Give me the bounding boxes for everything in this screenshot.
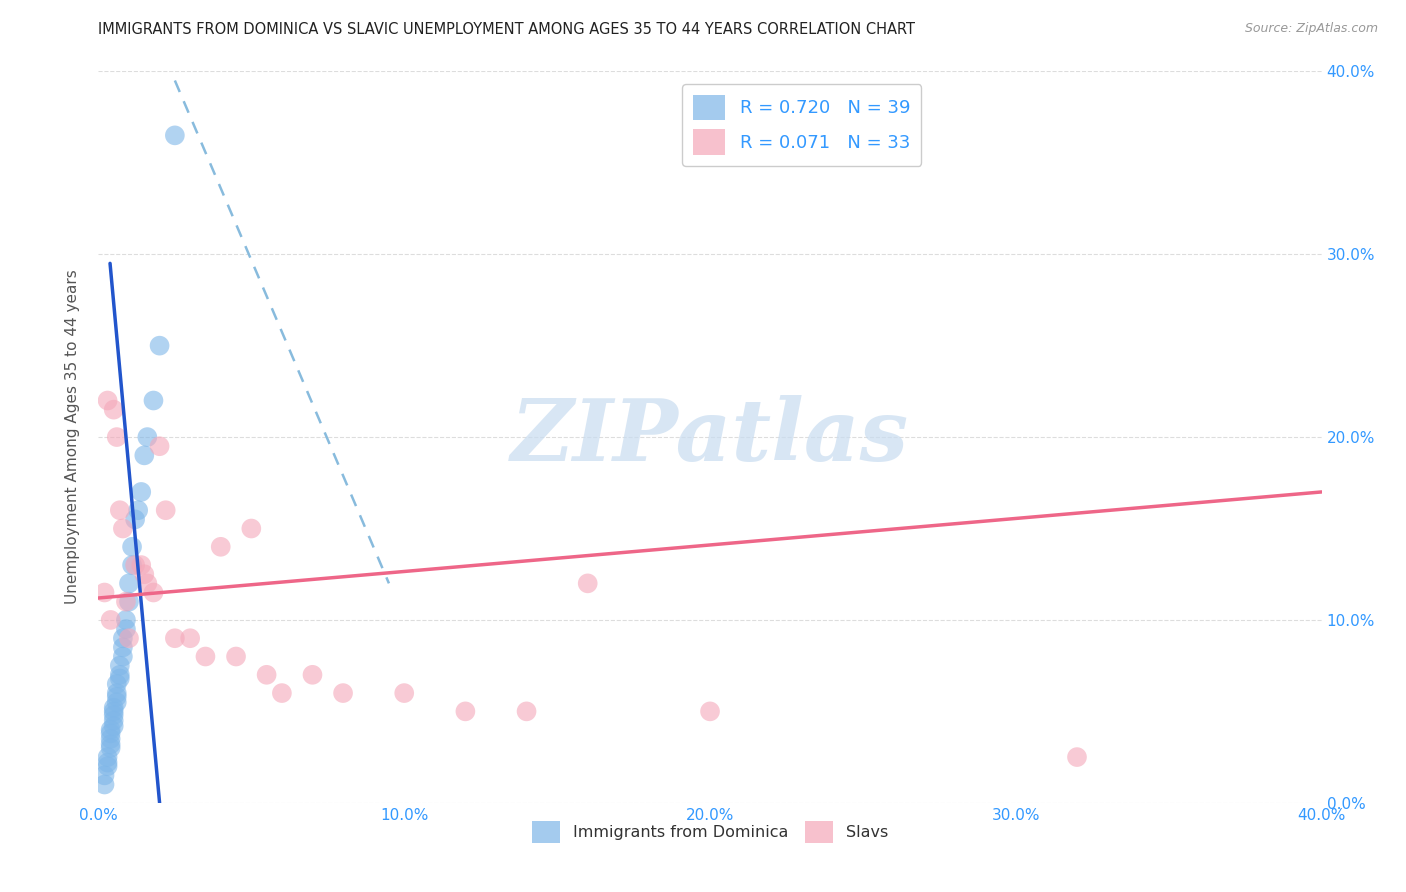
Slavs — [105, 430, 128, 444]
Immigrants from Dominica — [105, 695, 128, 709]
Slavs — [142, 585, 165, 599]
Slavs — [240, 521, 263, 535]
Slavs — [392, 686, 416, 700]
Immigrants from Dominica — [111, 632, 134, 646]
Slavs — [194, 649, 217, 664]
Immigrants from Dominica — [103, 714, 125, 728]
Slavs — [256, 667, 278, 681]
Immigrants from Dominica — [124, 512, 146, 526]
Immigrants from Dominica — [111, 649, 134, 664]
Slavs — [821, 101, 844, 115]
Slavs — [225, 649, 247, 664]
Slavs — [332, 686, 354, 700]
Y-axis label: Unemployment Among Ages 35 to 44 years: Unemployment Among Ages 35 to 44 years — [65, 269, 80, 605]
Slavs — [149, 439, 172, 453]
Immigrants from Dominica — [100, 737, 122, 751]
Immigrants from Dominica — [93, 768, 115, 782]
Slavs — [209, 540, 232, 554]
Immigrants from Dominica — [118, 594, 141, 608]
Text: IMMIGRANTS FROM DOMINICA VS SLAVIC UNEMPLOYMENT AMONG AGES 35 TO 44 YEARS CORREL: IMMIGRANTS FROM DOMINICA VS SLAVIC UNEMP… — [98, 22, 915, 37]
Immigrants from Dominica — [105, 686, 128, 700]
Immigrants from Dominica — [108, 658, 131, 673]
Slavs — [576, 576, 599, 591]
Slavs — [97, 393, 120, 408]
Slavs — [136, 576, 159, 591]
Immigrants from Dominica — [108, 667, 131, 681]
Slavs — [1066, 750, 1088, 764]
Immigrants from Dominica — [111, 640, 134, 655]
Slavs — [179, 632, 201, 646]
Legend: Immigrants from Dominica, Slavs: Immigrants from Dominica, Slavs — [526, 814, 894, 850]
Slavs — [699, 705, 721, 719]
Slavs — [93, 585, 115, 599]
Immigrants from Dominica — [127, 503, 149, 517]
Slavs — [516, 705, 538, 719]
Immigrants from Dominica — [142, 393, 165, 408]
Slavs — [163, 632, 186, 646]
Slavs — [108, 503, 131, 517]
Slavs — [111, 521, 134, 535]
Immigrants from Dominica — [121, 558, 143, 573]
Immigrants from Dominica — [103, 719, 125, 733]
Immigrants from Dominica — [163, 128, 186, 143]
Slavs — [118, 632, 141, 646]
Immigrants from Dominica — [121, 540, 143, 554]
Immigrants from Dominica — [115, 622, 138, 636]
Slavs — [270, 686, 292, 700]
Immigrants from Dominica — [97, 756, 120, 770]
Immigrants from Dominica — [100, 723, 122, 737]
Immigrants from Dominica — [97, 759, 120, 773]
Immigrants from Dominica — [93, 778, 115, 792]
Slavs — [100, 613, 122, 627]
Immigrants from Dominica — [103, 700, 125, 714]
Immigrants from Dominica — [105, 677, 128, 691]
Slavs — [301, 667, 323, 681]
Slavs — [129, 558, 152, 573]
Immigrants from Dominica — [100, 740, 122, 755]
Slavs — [103, 402, 125, 417]
Text: ZIPatlas: ZIPatlas — [510, 395, 910, 479]
Immigrants from Dominica — [97, 750, 120, 764]
Immigrants from Dominica — [100, 726, 122, 740]
Slavs — [124, 558, 146, 573]
Slavs — [155, 503, 177, 517]
Immigrants from Dominica — [100, 731, 122, 746]
Immigrants from Dominica — [129, 485, 152, 500]
Immigrants from Dominica — [105, 690, 128, 704]
Immigrants from Dominica — [103, 708, 125, 723]
Immigrants from Dominica — [149, 338, 172, 352]
Immigrants from Dominica — [134, 448, 156, 462]
Slavs — [115, 594, 138, 608]
Slavs — [454, 705, 477, 719]
Immigrants from Dominica — [115, 613, 138, 627]
Immigrants from Dominica — [136, 430, 159, 444]
Immigrants from Dominica — [118, 576, 141, 591]
Immigrants from Dominica — [108, 672, 131, 686]
Text: Source: ZipAtlas.com: Source: ZipAtlas.com — [1244, 22, 1378, 36]
Immigrants from Dominica — [103, 705, 125, 719]
Slavs — [134, 567, 156, 582]
